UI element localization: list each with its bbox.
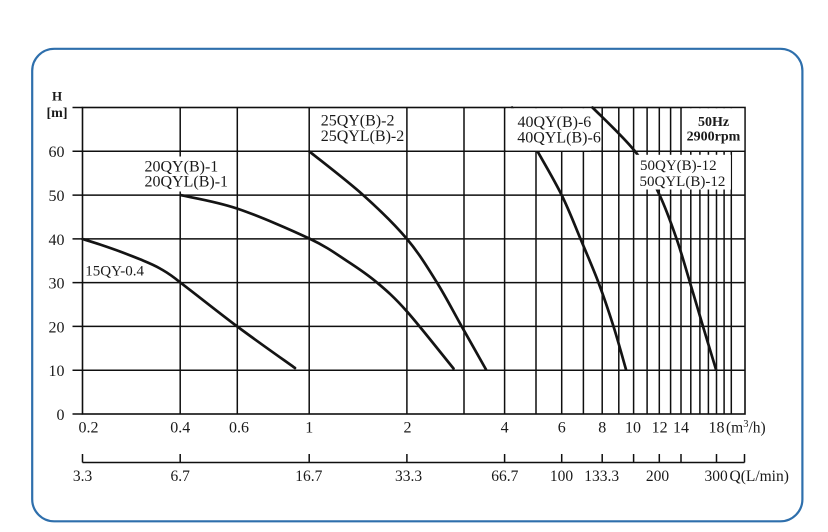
svg-text:40QYL(B)-6: 40QYL(B)-6 <box>517 129 601 146</box>
svg-text:50QYL(B)-12: 50QYL(B)-12 <box>640 174 726 190</box>
svg-text:8: 8 <box>598 420 606 437</box>
svg-text:4: 4 <box>501 420 509 437</box>
svg-text:[m]: [m] <box>47 106 68 121</box>
svg-text:20QYL(B)-1: 20QYL(B)-1 <box>145 173 229 190</box>
svg-text:50: 50 <box>49 188 65 205</box>
svg-text:133.3: 133.3 <box>584 468 619 485</box>
svg-text:H: H <box>52 88 62 103</box>
svg-text:10: 10 <box>625 420 641 437</box>
svg-text:20: 20 <box>49 319 65 336</box>
svg-text:60: 60 <box>49 144 65 161</box>
svg-text:1: 1 <box>305 420 313 437</box>
svg-text:15QY-0.4: 15QY-0.4 <box>85 264 144 280</box>
svg-text:2900rpm: 2900rpm <box>687 129 741 144</box>
svg-text:30: 30 <box>49 276 65 293</box>
svg-text:2: 2 <box>404 420 412 437</box>
svg-text:18: 18 <box>709 420 725 437</box>
svg-text:14: 14 <box>673 420 689 437</box>
svg-text:0.4: 0.4 <box>170 420 190 437</box>
svg-text:300: 300 <box>704 468 728 485</box>
svg-text:10: 10 <box>49 363 65 380</box>
svg-text:40QY(B)-6: 40QY(B)-6 <box>518 114 592 131</box>
svg-text:20QY(B)-1: 20QY(B)-1 <box>145 158 219 175</box>
svg-text:16.7: 16.7 <box>295 468 322 485</box>
svg-text:25QY(B)-2: 25QY(B)-2 <box>321 112 395 129</box>
svg-text:33.3: 33.3 <box>395 468 422 485</box>
svg-text:6.7: 6.7 <box>171 468 191 485</box>
svg-text:25QYL(B)-2: 25QYL(B)-2 <box>321 128 405 145</box>
svg-text:(m3/h): (m3/h) <box>726 419 766 437</box>
svg-text:66.7: 66.7 <box>491 468 518 485</box>
svg-text:0: 0 <box>57 407 65 424</box>
svg-text:Q(L/min): Q(L/min) <box>730 468 789 485</box>
svg-text:3.3: 3.3 <box>73 468 93 485</box>
svg-text:6: 6 <box>558 420 566 437</box>
svg-text:0.6: 0.6 <box>229 420 249 437</box>
svg-text:200: 200 <box>646 468 670 485</box>
svg-text:50QY(B)-12: 50QY(B)-12 <box>640 158 717 174</box>
svg-text:50Hz: 50Hz <box>698 115 729 130</box>
svg-text:40: 40 <box>49 232 65 249</box>
svg-text:12: 12 <box>652 420 668 437</box>
svg-text:0.2: 0.2 <box>79 420 99 437</box>
svg-text:100: 100 <box>550 468 574 485</box>
